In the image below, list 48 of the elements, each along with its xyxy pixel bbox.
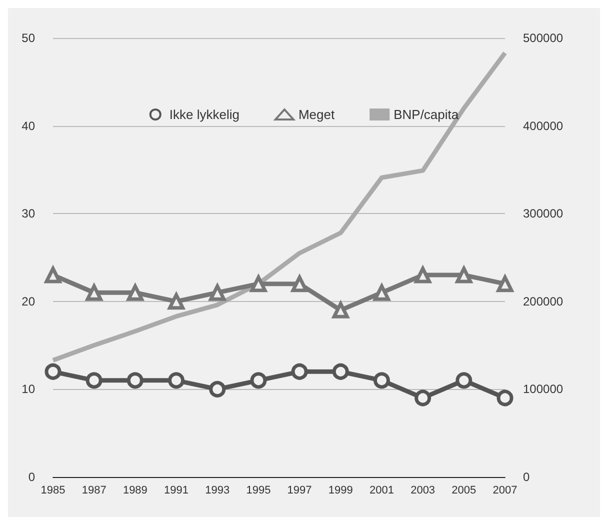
- point: [456, 266, 472, 284]
- x-tick-label: 1995: [246, 484, 271, 496]
- y2-tick-label: 400000: [523, 118, 564, 133]
- y-tick-label: 10: [22, 382, 36, 396]
- x-tick-label: 2007: [492, 484, 518, 496]
- y2-tick-label: 200000: [523, 294, 564, 308]
- point: [126, 284, 144, 301]
- point: [168, 372, 185, 389]
- point: [332, 363, 349, 380]
- point: [373, 372, 390, 389]
- line-series: [50, 50, 508, 362]
- legend-label: Meget: [298, 107, 335, 122]
- y-tick-label: 0: [28, 470, 36, 484]
- y-tick-label: 40: [22, 118, 36, 133]
- point: [414, 266, 432, 284]
- legend-label: BNP/capita: [394, 107, 460, 122]
- point: [456, 372, 472, 389]
- y2-tick-label: 300000: [523, 206, 564, 221]
- x-tick-label: 1997: [287, 484, 312, 496]
- y2-tick-label: 100000: [523, 382, 564, 396]
- x-tick-label: 2003: [410, 484, 436, 496]
- y2-tick-label: 0: [523, 470, 530, 484]
- x-tick-label: 1991: [164, 484, 189, 496]
- point: [414, 390, 432, 406]
- point: [126, 372, 144, 389]
- y-tick-label: 50: [22, 31, 36, 45]
- y-tick-label: 20: [22, 294, 36, 308]
- y-tick-label: 30: [22, 206, 36, 221]
- point: [44, 266, 62, 284]
- x-tick-label: 1985: [40, 484, 66, 496]
- x-tick-label: 1989: [122, 484, 148, 496]
- point: [332, 302, 349, 318]
- x-tick-label: 1987: [82, 484, 106, 496]
- point: [86, 284, 102, 301]
- point: [496, 390, 514, 406]
- point: [291, 363, 308, 380]
- point: [44, 363, 62, 380]
- y2-tick-label: 500000: [523, 31, 564, 45]
- point: [86, 372, 102, 389]
- point: [250, 372, 267, 389]
- x-tick-label: 1999: [328, 484, 353, 496]
- x-tick-label: 2005: [452, 484, 476, 496]
- point: [209, 284, 226, 301]
- point: [209, 380, 226, 398]
- x-tick-label: 1993: [205, 484, 230, 496]
- point: [373, 284, 390, 301]
- x-tick-label: 2001: [369, 484, 394, 496]
- legend-label: Ikke lykkelig: [169, 107, 240, 122]
